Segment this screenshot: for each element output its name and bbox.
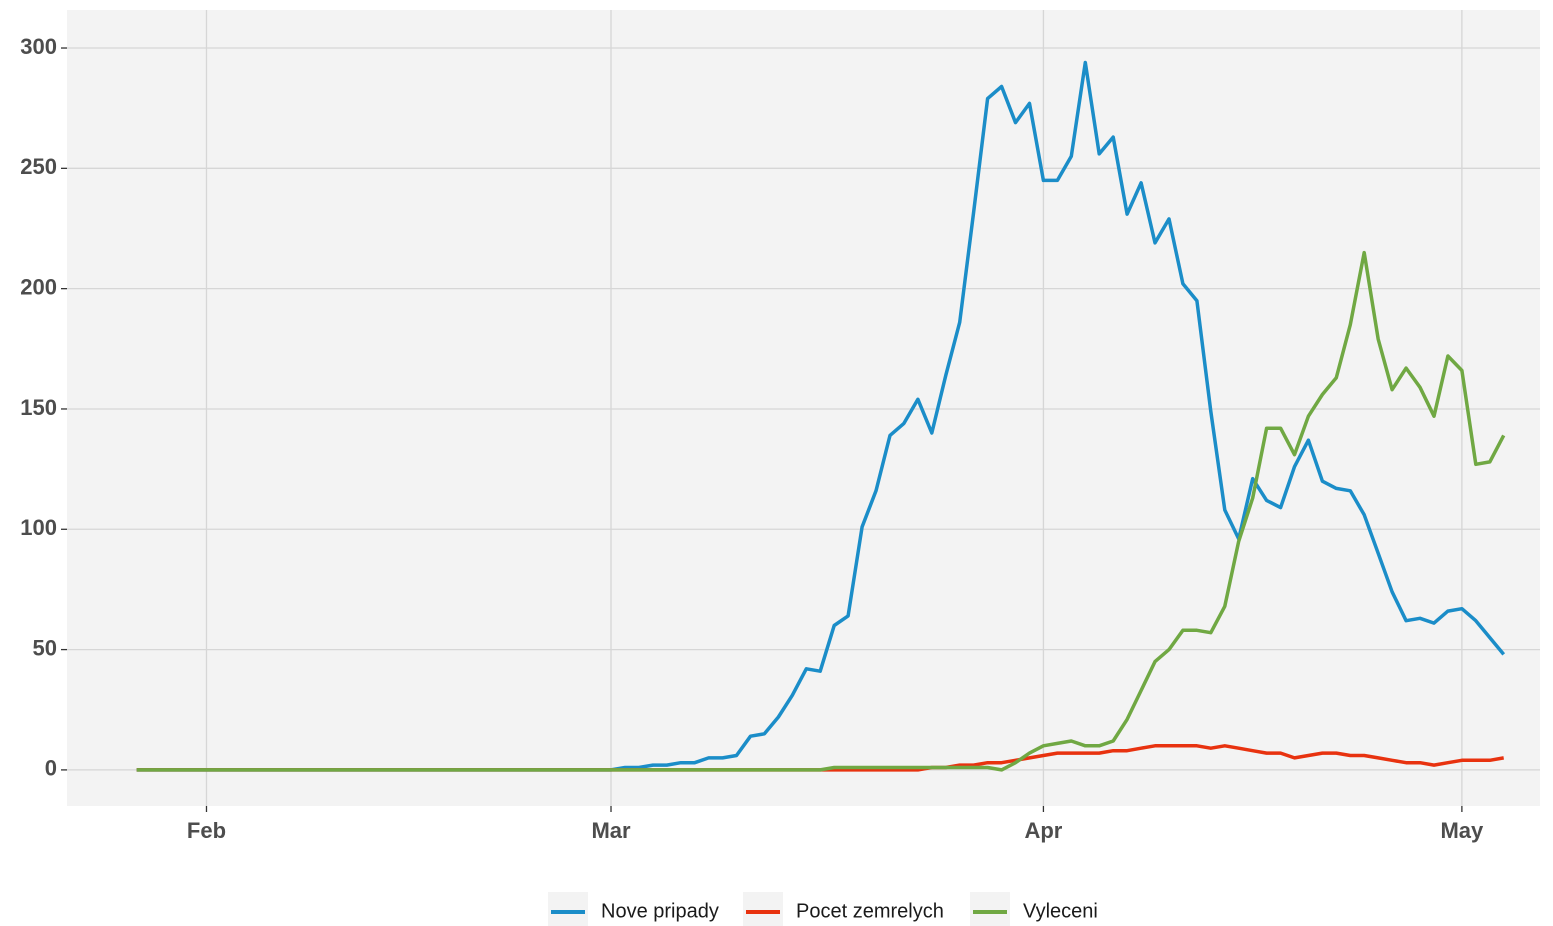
y-tick-label: 300 bbox=[20, 34, 57, 59]
series-line bbox=[136, 250, 1506, 772]
legend-key bbox=[970, 892, 1010, 926]
y-tick-label: 200 bbox=[20, 274, 57, 299]
plot-background bbox=[67, 10, 1540, 806]
y-tick-label: 250 bbox=[20, 154, 57, 179]
x-tick-label: Mar bbox=[591, 818, 631, 843]
legend-key bbox=[548, 892, 588, 926]
legend-key bbox=[743, 892, 783, 926]
y-tick-label: 50 bbox=[33, 635, 57, 660]
x-tick-label: Feb bbox=[187, 818, 226, 843]
y-tick-label: 0 bbox=[45, 756, 57, 781]
legend-label: Vyleceni bbox=[1023, 900, 1098, 922]
y-tick-label: 150 bbox=[20, 395, 57, 420]
legend-label: Nove pripady bbox=[601, 900, 719, 922]
x-tick-label: Apr bbox=[1024, 818, 1062, 843]
legend-label: Pocet zemrelych bbox=[796, 900, 944, 922]
y-tick-label: 100 bbox=[20, 515, 57, 540]
x-tick-label: May bbox=[1440, 818, 1484, 843]
